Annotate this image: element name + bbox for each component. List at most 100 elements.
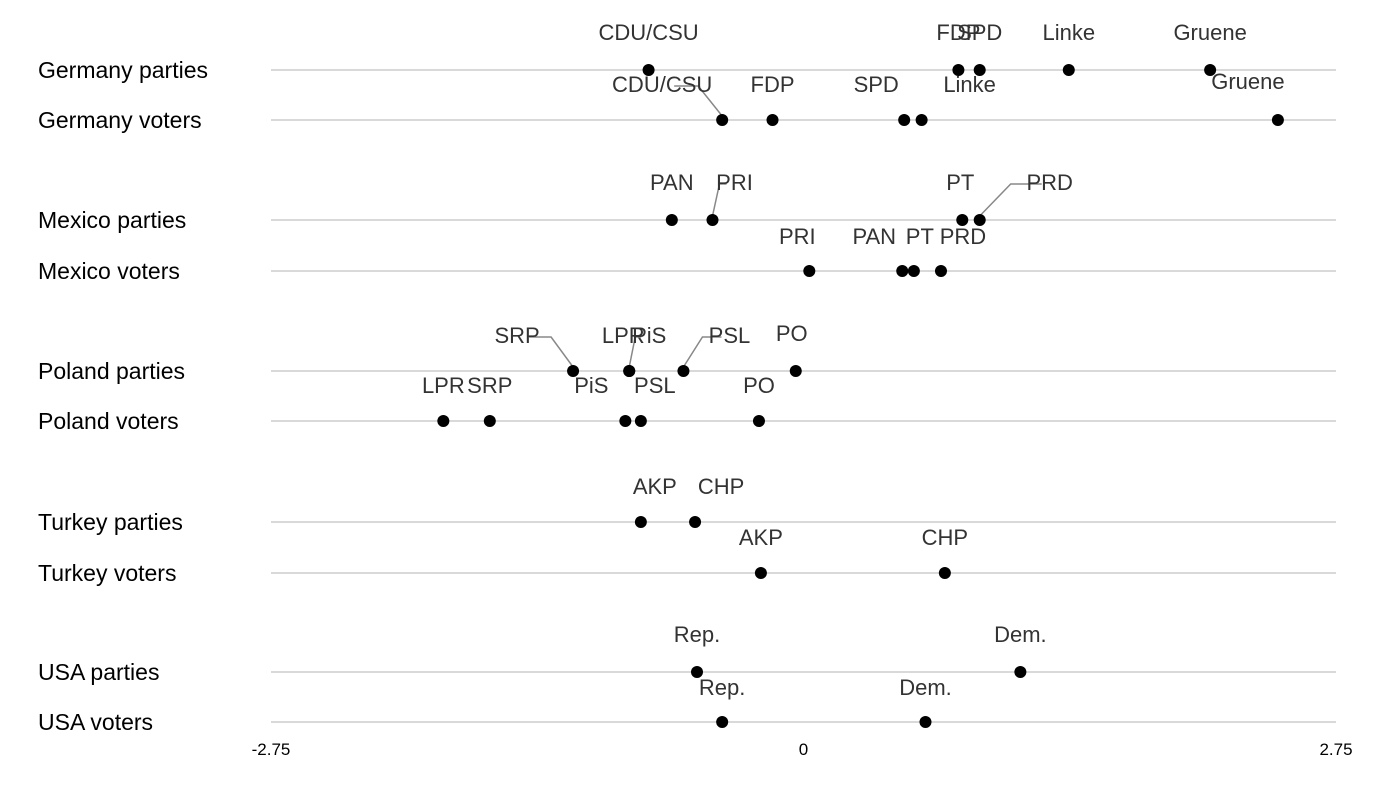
row-label: Germany parties — [38, 57, 208, 83]
point-cdu-csu — [642, 64, 655, 76]
point-label: AKP — [633, 474, 677, 499]
point-pis — [623, 365, 636, 377]
row-mexico-voters: Mexico voters PRI PAN PT PRD — [38, 224, 1336, 284]
point-label: PiS — [574, 373, 608, 398]
point-label: LPR — [422, 373, 465, 398]
point-psl — [677, 365, 690, 377]
point-dem- — [1014, 666, 1027, 678]
point-label: SPD — [854, 72, 899, 97]
row-label: Mexico parties — [38, 207, 186, 233]
point-fdp — [766, 114, 779, 126]
point-akp — [754, 567, 767, 579]
point-label: PRD — [1026, 170, 1072, 195]
x-axis-ticks: -2.75 0 2.75 — [252, 740, 1353, 759]
point-pan — [896, 265, 909, 277]
point-label: CDU/CSU — [598, 20, 698, 45]
row-mexico-parties: Mexico parties PAN PRI PT PRD — [38, 170, 1336, 233]
row-usa-voters: USA voters Rep. Dem. — [38, 675, 1336, 735]
point-linke — [915, 114, 928, 126]
point-po — [789, 365, 802, 377]
point-label: Gruene — [1211, 69, 1284, 94]
x-tick-label: -2.75 — [252, 740, 291, 759]
point-label: PAN — [650, 170, 694, 195]
point-pt — [907, 265, 920, 277]
point-gruene — [1271, 114, 1284, 126]
row-label: Mexico voters — [38, 258, 180, 284]
point-label: CHP — [922, 525, 968, 550]
row-usa-parties: USA parties Rep. Dem. — [38, 622, 1336, 685]
label-leader-line — [674, 85, 723, 117]
point-label: PAN — [852, 224, 896, 249]
label-leader-line — [711, 183, 727, 217]
point-label: Rep. — [699, 675, 745, 700]
row-turkey-voters: Turkey voters AKP CHP — [38, 525, 1336, 586]
point-label: Rep. — [674, 622, 720, 647]
point-label: SPD — [957, 20, 1002, 45]
point-po — [752, 415, 765, 427]
point-label: SRP — [494, 323, 539, 348]
label-leader-line — [529, 336, 574, 368]
x-tick-label: 2.75 — [1319, 740, 1352, 759]
point-label: LPR — [602, 323, 645, 348]
label-leader-line — [682, 336, 722, 368]
point-label: PO — [776, 321, 808, 346]
row-label: USA parties — [38, 659, 159, 685]
point-chp — [938, 567, 951, 579]
point-label: Linke — [1042, 20, 1095, 45]
point-label: PSL — [709, 323, 751, 348]
point-label: FDP — [936, 20, 980, 45]
point-label: PiS — [632, 323, 666, 348]
row-label: Poland parties — [38, 358, 185, 384]
row-label: Germany voters — [38, 107, 202, 133]
row-label: Turkey voters — [38, 560, 176, 586]
point-pis — [619, 415, 632, 427]
row-germany-voters: Germany voters CDU/CSU FDP SPD Linke Gruene — [38, 69, 1336, 133]
point-label: Linke — [943, 72, 996, 97]
point-label: CDU/CSU — [612, 72, 712, 97]
point-label: Dem. — [994, 622, 1047, 647]
label-leader-line — [628, 336, 642, 368]
point-label: PO — [743, 373, 775, 398]
row-label: USA voters — [38, 709, 153, 735]
point-pri — [706, 214, 719, 226]
row-poland-voters: Poland voters LPR SRP PiS PSL PO — [38, 373, 1336, 434]
point-label: FDP — [751, 72, 795, 97]
point-chp — [689, 516, 702, 528]
point-label: PT — [906, 224, 934, 249]
point-prd — [973, 214, 986, 226]
point-prd — [934, 265, 947, 277]
point-spd — [973, 64, 986, 76]
x-tick-label: 0 — [799, 740, 808, 759]
point-label: Dem. — [899, 675, 952, 700]
point-label: PRI — [779, 224, 816, 249]
point-label: AKP — [739, 525, 783, 550]
point-label: PSL — [634, 373, 676, 398]
row-label: Turkey parties — [38, 509, 183, 535]
point-rep- — [716, 716, 729, 728]
point-label: PT — [946, 170, 974, 195]
point-label: SRP — [467, 373, 512, 398]
point-srp — [567, 365, 580, 377]
point-pan — [665, 214, 678, 226]
label-leader-line — [979, 183, 1042, 217]
point-label: Gruene — [1173, 20, 1246, 45]
point-cdu-csu — [716, 114, 729, 126]
point-linke — [1062, 64, 1075, 76]
row-label: Poland voters — [38, 408, 179, 434]
point-gruene — [1204, 64, 1217, 76]
point-dem- — [919, 716, 932, 728]
row-turkey-parties: Turkey parties AKP CHP — [38, 474, 1336, 535]
point-label: PRD — [940, 224, 986, 249]
point-pri — [803, 265, 816, 277]
point-srp — [483, 415, 496, 427]
point-pt — [956, 214, 969, 226]
point-akp — [634, 516, 647, 528]
point-fdp — [952, 64, 965, 76]
point-rep- — [691, 666, 703, 678]
point-label: CHP — [698, 474, 744, 499]
point-label: PRI — [716, 170, 753, 195]
